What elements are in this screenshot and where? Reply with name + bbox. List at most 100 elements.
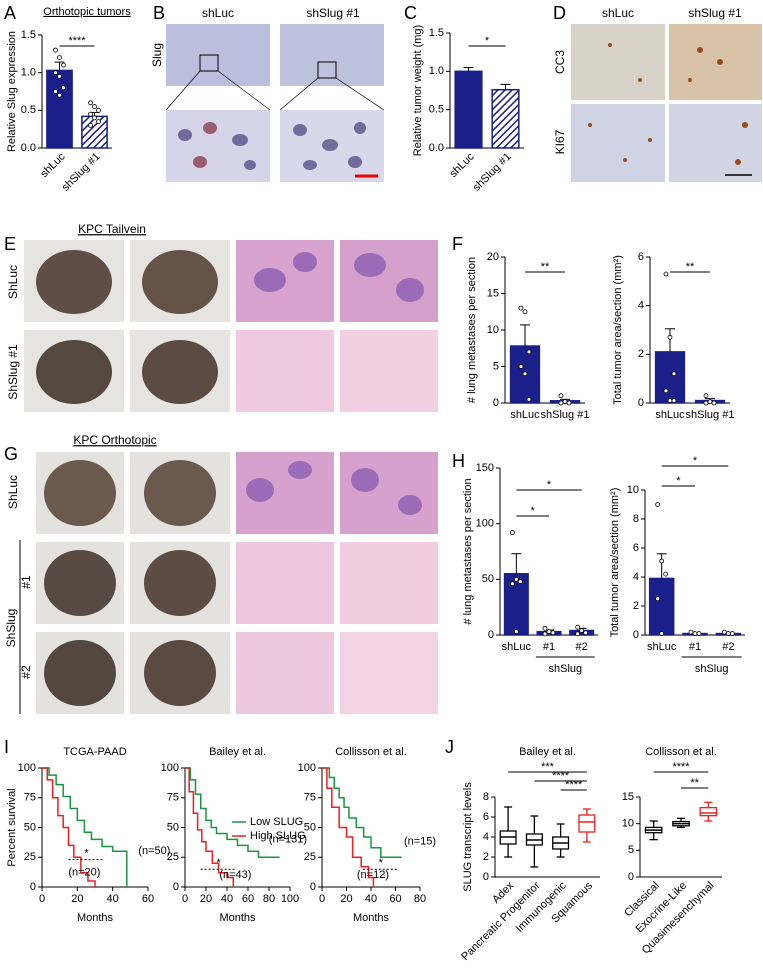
survival-curve: [185, 767, 235, 887]
bar: [81, 115, 108, 149]
group-label: shSlug: [549, 663, 583, 675]
row-label: #2: [19, 665, 33, 679]
y-tick-label: 0: [173, 881, 179, 893]
y-tick-label: 100: [476, 518, 494, 530]
chart-title: Orthotopic tumors: [43, 6, 131, 18]
data-point: [721, 629, 727, 635]
data-point: [57, 55, 62, 60]
y-axis-label: Relative tumor weight (mg): [412, 25, 424, 156]
significance-label: ****: [672, 761, 690, 773]
box: [699, 807, 718, 817]
chart-title: Collisson et al.: [645, 746, 717, 758]
data-point: [558, 400, 564, 406]
y-tick-label: 4: [483, 831, 489, 843]
panel-letter: C: [404, 3, 417, 23]
data-point: [53, 89, 58, 94]
x-tick-label: shSlug #1: [541, 409, 590, 421]
y-tick-label: 0: [483, 871, 489, 883]
x-tick-label: 20: [71, 893, 83, 905]
y-tick-label: 0: [488, 629, 494, 641]
x-tick-label: #2: [576, 641, 588, 653]
data-point: [583, 630, 589, 636]
micrograph: [571, 24, 665, 100]
data-point: [558, 393, 564, 399]
panel-letter: A: [4, 3, 16, 23]
data-point: [667, 334, 673, 340]
y-tick-label: 100: [18, 762, 36, 774]
data-point: [688, 629, 694, 635]
x-tick-label: shSlug #1: [471, 151, 514, 194]
y-axis-label: SLUG transcript levels: [462, 782, 474, 892]
y-tick-label: 0: [628, 871, 634, 883]
data-point: [562, 399, 568, 404]
data-point: [703, 400, 709, 406]
panel-letter: J: [445, 737, 454, 757]
x-tick-label: shLuc: [502, 641, 532, 653]
y-axis-label: Total tumor area/section (mm²): [609, 488, 621, 638]
micrograph: [280, 24, 384, 86]
significance-label: ***: [541, 761, 555, 773]
x-tick-label: 40: [365, 893, 377, 905]
survival-curve: [185, 767, 280, 858]
data-point: [667, 398, 673, 403]
section-title: KPC Orthotopic: [73, 433, 156, 447]
y-axis-label: Percent survival: [6, 788, 18, 866]
x-tick-label: shLuc: [38, 150, 68, 180]
y-tick-label: 1.5: [429, 27, 444, 39]
panel-letter: I: [4, 737, 9, 757]
data-point: [655, 502, 661, 507]
lung-histology: [236, 240, 438, 412]
y-tick-label: 50: [167, 821, 179, 833]
x-tick-label: #1: [689, 641, 701, 653]
data-point: [518, 364, 524, 369]
chart-title: Bailey et al.: [209, 746, 266, 758]
y-tick-label: 1.5: [21, 29, 36, 41]
data-point: [522, 371, 528, 377]
data-point: [696, 631, 702, 636]
y-tick-label: 6: [638, 251, 644, 263]
bar: [454, 70, 483, 149]
y-tick-label: 75: [304, 792, 316, 804]
data-point: [725, 631, 731, 636]
y-tick-label: 0: [30, 881, 36, 893]
data-point: [579, 628, 585, 633]
data-point: [92, 104, 97, 109]
column-label: shSlug #1: [306, 6, 360, 20]
survival-curve: [322, 767, 375, 887]
y-tick-label: 15: [622, 791, 634, 803]
row-label: ShLuc: [6, 475, 20, 509]
y-tick-label: 0.5: [21, 104, 36, 116]
chart-title: TCGA-PAAD: [63, 746, 126, 758]
y-tick-label: 6: [483, 811, 489, 823]
data-point: [96, 107, 101, 113]
x-tick-label: shSlug #1: [686, 409, 735, 421]
y-tick-label: 150: [476, 462, 494, 474]
significance-label: ****: [565, 779, 583, 791]
row-label: ShSlug: [4, 609, 18, 648]
data-point: [663, 571, 669, 577]
micrograph-zoom: [166, 110, 270, 182]
data-point: [88, 123, 93, 128]
data-point: [659, 631, 665, 636]
x-tick-label: shSlug #1: [60, 151, 103, 194]
micrograph: [669, 24, 762, 100]
panel-letter: G: [4, 444, 18, 464]
data-point: [707, 399, 713, 405]
row-label: ShSlug #1: [6, 344, 20, 400]
data-point: [92, 115, 97, 121]
data-point: [575, 624, 581, 630]
x-axis-label: Months: [219, 912, 256, 924]
y-tick-label: 75: [24, 792, 36, 804]
y-tick-label: 6: [633, 542, 639, 554]
panel-letter: E: [4, 234, 16, 254]
panel-letter: F: [452, 234, 463, 254]
data-point: [513, 629, 519, 635]
y-tick-label: 2: [633, 600, 639, 612]
significance-label: *: [676, 475, 681, 487]
annotation: (n=15): [404, 836, 436, 848]
y-tick-label: 15: [487, 287, 499, 299]
y-tick-label: 0: [493, 397, 499, 409]
significance-label: *: [531, 505, 536, 517]
data-point: [57, 92, 62, 98]
row-label: KI67: [553, 129, 567, 154]
